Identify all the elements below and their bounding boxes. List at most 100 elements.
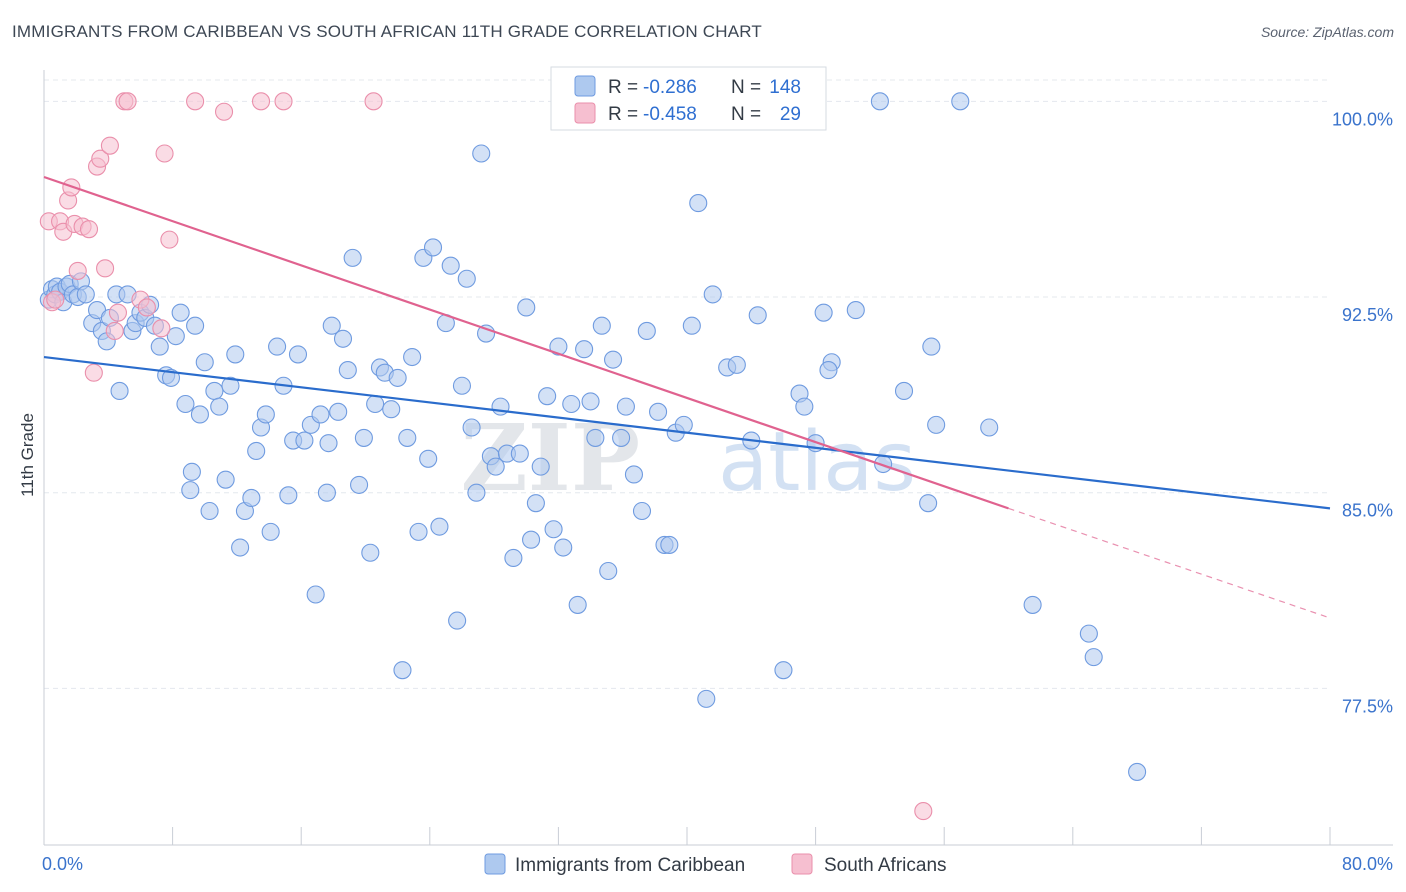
caribbean-point — [846, 301, 865, 320]
y-tick-label: 100.0% — [1332, 109, 1393, 129]
caribbean-point — [366, 394, 385, 414]
pink-n-label: N = — [731, 104, 761, 125]
caribbean-point — [795, 397, 814, 416]
caribbean-point — [423, 238, 443, 257]
south-african-trend-extension — [1008, 507, 1331, 619]
caribbean-point — [637, 321, 656, 340]
caribbean-point — [1023, 595, 1042, 614]
caribbean-point — [226, 345, 245, 364]
south-african-point — [137, 298, 156, 317]
y-tick-label: 77.5% — [1342, 696, 1393, 716]
south-african-point — [214, 102, 234, 121]
caribbean-point — [562, 394, 581, 414]
pink-n-value: 29 — [780, 104, 801, 125]
caribbean-point — [419, 449, 438, 468]
chart-title: IMMIGRANTS FROM CARIBBEAN VS SOUTH AFRIC… — [12, 22, 763, 41]
caribbean-point — [354, 428, 373, 447]
caribbean-point — [819, 361, 838, 380]
south-african-point — [186, 92, 205, 111]
caribbean-point — [182, 462, 201, 481]
caribbean-point — [200, 501, 219, 521]
caribbean-point — [319, 434, 338, 453]
caribbean-point — [216, 470, 235, 489]
caribbean-point — [231, 538, 250, 557]
caribbean-point — [649, 402, 668, 421]
caribbean-point — [166, 327, 185, 346]
south-african-point — [105, 321, 124, 340]
caribbean-point — [288, 345, 308, 364]
caribbean-point — [317, 483, 336, 502]
caribbean-point — [322, 316, 341, 335]
caribbean-point — [522, 530, 541, 549]
south-african-point — [91, 149, 110, 168]
south-african-point — [364, 92, 383, 111]
caribbean-point — [343, 248, 362, 267]
caribbean-point — [462, 418, 481, 437]
caribbean-point — [531, 457, 550, 476]
caribbean-point — [161, 368, 181, 387]
caribbean-point — [361, 543, 380, 562]
trend-layer — [43, 175, 1331, 619]
chart-source: Source: ZipAtlas.com — [1260, 24, 1394, 40]
caribbean-point — [221, 376, 240, 395]
caribbean-point — [205, 381, 224, 401]
caribbean-point — [814, 303, 833, 322]
south-african-point — [46, 290, 65, 309]
caribbean-point — [398, 428, 417, 447]
south-african-point — [79, 220, 99, 239]
caribbean-point — [1084, 648, 1103, 667]
caribbean-point — [186, 316, 205, 335]
south-african-point — [274, 92, 293, 111]
caribbean-point — [430, 517, 449, 536]
caribbean-point — [1128, 762, 1147, 781]
caribbean-point — [592, 316, 611, 335]
caribbean-trend-line — [43, 355, 1331, 510]
caribbean-point — [295, 431, 314, 450]
south-african-point — [118, 92, 137, 111]
south-african-point — [100, 136, 119, 155]
caribbean-point — [338, 361, 357, 380]
grid-layer: 100.0% 92.5% 85.0% 77.5% — [44, 79, 1393, 716]
x-tick-label-max: 80.0% — [1342, 854, 1393, 874]
caribbean-point — [306, 585, 325, 604]
caribbean-point — [457, 269, 476, 288]
caribbean-point — [242, 488, 261, 507]
caribbean-point — [247, 441, 266, 461]
caribbean-point — [624, 465, 644, 484]
south-african-point — [251, 92, 271, 111]
south-african-point — [108, 303, 127, 322]
series-legend: Immigrants from Caribbean South Africans — [484, 853, 947, 876]
caribbean-point — [210, 397, 229, 416]
south-african-point — [96, 259, 115, 278]
south-african-point — [152, 319, 171, 338]
caribbean-point — [549, 337, 568, 356]
south-african-point — [84, 363, 103, 382]
caribbean-point — [748, 306, 767, 325]
series-legend-swatch-south-african — [791, 853, 813, 875]
caribbean-point — [1079, 624, 1098, 643]
caribbean-point — [110, 381, 129, 401]
caribbean-point — [632, 501, 652, 521]
caribbean-point — [922, 337, 941, 356]
y-tick-label: 92.5% — [1342, 305, 1393, 325]
caribbean-point — [472, 144, 491, 163]
blue-legend-swatch — [574, 75, 596, 97]
caribbean-point — [441, 256, 460, 275]
caribbean-point — [517, 298, 536, 317]
caribbean-point — [150, 337, 169, 356]
south-african-trend-line — [43, 175, 1009, 510]
y-tick-label: 85.0% — [1342, 501, 1393, 521]
blue-n-value: 148 — [769, 77, 801, 98]
x-tick-label-min: 0.0% — [42, 854, 83, 874]
caribbean-point — [452, 376, 472, 395]
pink-r-label: R = — [608, 104, 638, 125]
caribbean-point — [393, 661, 412, 680]
series-legend-swatch-caribbean — [484, 853, 506, 875]
pink-r-value: -0.458 — [643, 104, 697, 125]
caribbean-point — [927, 415, 946, 434]
caribbean-point — [176, 394, 195, 414]
caribbean-point — [190, 405, 209, 424]
caribbean-point — [612, 428, 631, 447]
caribbean-point — [329, 402, 348, 421]
